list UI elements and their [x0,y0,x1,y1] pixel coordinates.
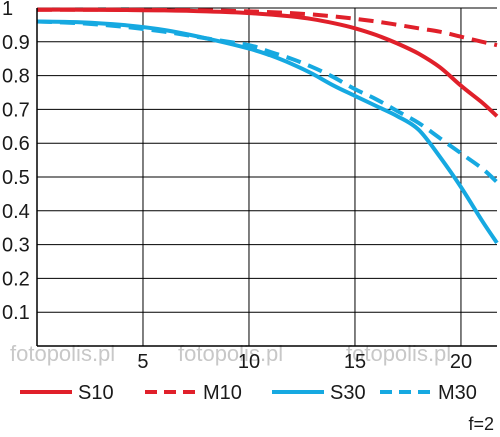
y-tick-label-8: 0.2 [2,268,30,290]
series-line-m30 [36,19,499,184]
y-tick-label-5: 0.5 [2,167,30,189]
series-lines [36,7,499,245]
y-tick-label-7: 0.3 [2,235,30,257]
legend-label-m30: M30 [438,382,477,404]
x-tick-label-0: 5 [137,351,148,373]
watermark: fotopolis.pl fotopolis.pl fotopolis.pl [10,341,451,366]
legend-label-s10: S10 [78,382,114,404]
grid [37,7,497,346]
x-tick-label-1: 10 [238,351,260,373]
y-tick-label-3: 0.7 [2,99,30,121]
legend: S10 M10 S30 M30 [20,382,477,404]
y-tick-label-1: 0.9 [2,32,30,54]
watermark-text-3: fotopolis.pl [346,341,451,366]
legend-label-s30: S30 [330,382,366,404]
x-tick-label-2: 15 [344,351,366,373]
aperture-note: f=2 [468,414,494,434]
tick-labels: 1 0.9 0.8 0.7 0.6 0.5 0.4 0.3 0.2 0.1 5 10 15 20 [2,0,472,373]
axes [36,8,497,347]
y-tick-label-6: 0.4 [2,201,30,223]
legend-label-m10: M10 [203,382,242,404]
watermark-text-1: fotopolis.pl [10,341,115,366]
y-tick-label-2: 0.8 [2,66,30,88]
y-tick-label-4: 0.6 [2,133,30,155]
y-tick-label-9: 0.1 [2,302,30,324]
x-tick-label-3: 20 [450,351,472,373]
series-line-m10 [36,7,498,48]
watermark-text-2: fotopolis.pl [178,341,283,366]
y-tick-label-0: 1 [2,0,13,20]
series-line-s10 [36,7,499,118]
